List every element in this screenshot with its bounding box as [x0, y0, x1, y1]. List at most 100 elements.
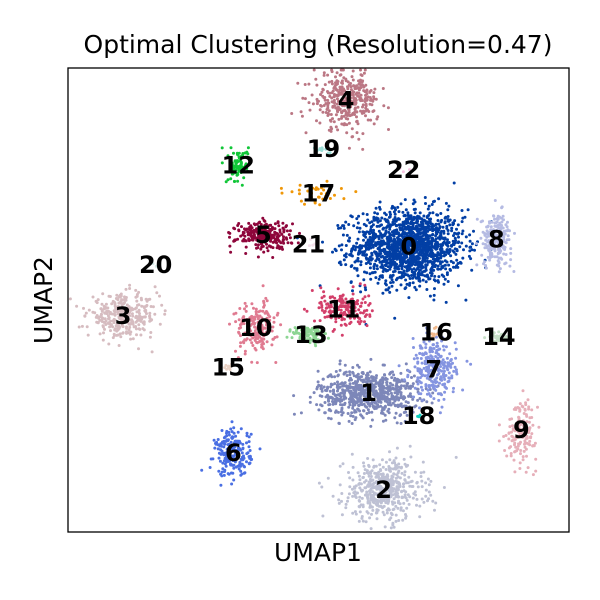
- data-point: [392, 229, 396, 233]
- data-point: [530, 408, 534, 412]
- data-point: [346, 496, 350, 500]
- data-point: [377, 395, 381, 399]
- data-point: [413, 211, 417, 215]
- data-point: [458, 245, 462, 249]
- data-point: [493, 199, 497, 202]
- data-point: [441, 241, 445, 245]
- data-point: [405, 282, 409, 286]
- data-point: [248, 227, 252, 231]
- data-point: [451, 390, 455, 394]
- data-point: [295, 236, 299, 240]
- data-point: [436, 213, 440, 217]
- data-point: [302, 307, 306, 311]
- data-point: [149, 331, 153, 334]
- data-point: [331, 400, 335, 404]
- data-point: [402, 395, 406, 399]
- data-point: [322, 294, 326, 298]
- data-point: [358, 282, 362, 286]
- data-point: [444, 267, 448, 271]
- data-point: [237, 467, 241, 471]
- data-point: [356, 237, 360, 241]
- data-point: [384, 484, 388, 487]
- data-point: [328, 389, 332, 393]
- data-point: [262, 301, 266, 305]
- data-point: [254, 307, 258, 311]
- data-point: [317, 481, 321, 485]
- data-point: [357, 230, 361, 234]
- data-point: [377, 470, 381, 474]
- data-point: [420, 485, 424, 489]
- data-point: [359, 263, 363, 267]
- data-point: [443, 277, 447, 281]
- data-point: [158, 294, 161, 298]
- data-point: [374, 511, 378, 515]
- data-point: [119, 292, 123, 296]
- data-point: [299, 411, 303, 415]
- data-point: [321, 87, 325, 91]
- data-point: [520, 404, 524, 408]
- data-point: [392, 459, 396, 463]
- data-point: [369, 225, 373, 229]
- data-point: [377, 277, 381, 281]
- data-point: [121, 331, 125, 335]
- data-point: [96, 298, 100, 302]
- data-point: [424, 351, 427, 355]
- data-point: [425, 233, 429, 237]
- data-point: [103, 307, 107, 310]
- data-point: [336, 380, 339, 384]
- data-point: [222, 473, 226, 477]
- data-point: [369, 118, 373, 122]
- data-point: [103, 327, 106, 331]
- data-point: [368, 90, 372, 94]
- data-point: [370, 512, 373, 516]
- data-point: [428, 240, 432, 243]
- data-point: [526, 398, 530, 402]
- data-point: [423, 229, 427, 233]
- data-point: [432, 257, 436, 261]
- data-point: [243, 349, 247, 353]
- data-point: [351, 494, 355, 498]
- data-point: [389, 526, 393, 530]
- data-point: [417, 270, 421, 274]
- data-point: [365, 510, 369, 514]
- data-point: [336, 287, 340, 291]
- data-point: [389, 487, 392, 491]
- data-point: [402, 411, 406, 414]
- data-point: [469, 362, 473, 366]
- data-point: [401, 518, 405, 522]
- data-point: [353, 409, 357, 412]
- data-point: [276, 220, 280, 224]
- data-point: [383, 525, 387, 529]
- data-point: [331, 494, 335, 498]
- data-point: [437, 275, 441, 279]
- data-point: [247, 221, 251, 225]
- data-point: [315, 97, 319, 101]
- data-point: [333, 375, 337, 379]
- data-point: [427, 483, 431, 487]
- data-point: [358, 486, 362, 490]
- data-point: [271, 256, 275, 259]
- data-point: [506, 234, 510, 238]
- data-point: [91, 295, 95, 299]
- data-point: [454, 356, 458, 360]
- data-point: [383, 405, 387, 409]
- data-point: [389, 469, 392, 473]
- data-point: [350, 254, 354, 258]
- data-point: [374, 250, 378, 254]
- data-point: [420, 479, 424, 483]
- data-point: [375, 508, 379, 512]
- data-point: [412, 198, 416, 202]
- data-point: [436, 251, 440, 255]
- data-point: [418, 231, 422, 235]
- data-point: [404, 386, 408, 390]
- data-point: [368, 516, 372, 520]
- data-point: [355, 217, 359, 221]
- data-point: [353, 380, 357, 384]
- data-point: [100, 316, 104, 319]
- data-point: [363, 320, 366, 324]
- data-point: [344, 244, 348, 247]
- data-point: [361, 105, 364, 109]
- data-point: [435, 231, 439, 235]
- data-point: [371, 508, 375, 512]
- data-point: [445, 273, 449, 277]
